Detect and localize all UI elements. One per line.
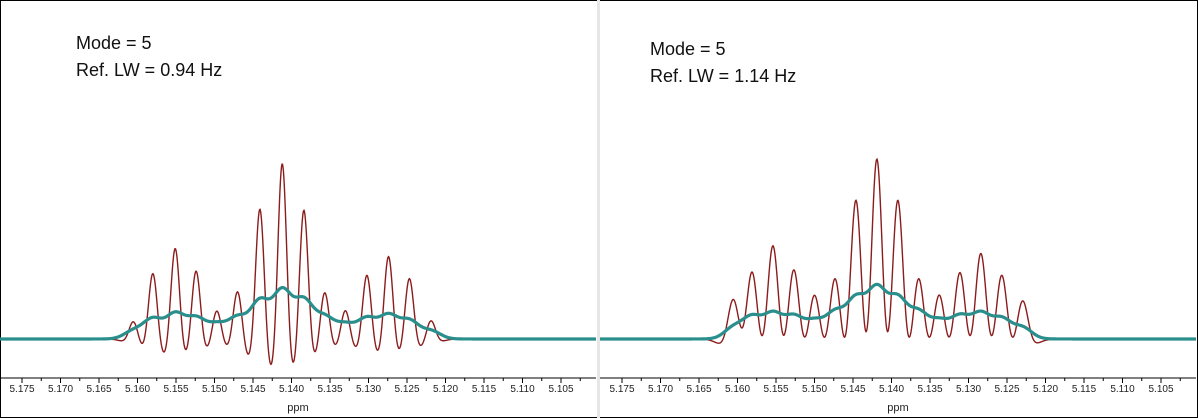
x-tick-label: 5.160 (725, 384, 750, 395)
annotation-right: Mode = 5 Ref. LW = 1.14 Hz (650, 36, 796, 90)
reference-spectrum-line (0, 163, 596, 366)
x-tick-label: 5.145 (840, 384, 865, 395)
x-tick-label: 5.140 (279, 384, 304, 395)
fitted-spectrum-line (600, 282, 1196, 341)
x-tick-label: 5.125 (994, 384, 1019, 395)
spectrum-plot-left: 5.175 5.170 5.165 5.160 5.155 5.150 5.145 5.140… (0, 163, 596, 414)
x-tick-label: 5.160 (125, 384, 150, 395)
x-tick-label: 5.165 (86, 384, 111, 395)
annotation-left: Mode = 5 Ref. LW = 0.94 Hz (76, 30, 222, 84)
x-tick-label: 5.120 (433, 384, 458, 395)
x-tick-label: 5.110 (1110, 384, 1135, 395)
x-tick-label: 5.150 (802, 384, 827, 395)
x-tick-label: 5.115 (1072, 384, 1097, 395)
x-tick-label: 5.145 (240, 384, 265, 395)
ref-lw-label: Ref. LW = 1.14 Hz (650, 66, 797, 86)
mode-label: Mode = 5 (650, 39, 726, 59)
x-tick-label: 5.130 (356, 384, 381, 395)
x-tick-label: 5.130 (956, 384, 981, 395)
x-tick-label: 5.105 (548, 384, 573, 395)
x-tick-label: 5.155 (763, 384, 788, 395)
mode-label: Mode = 5 (76, 33, 152, 53)
spectrum-panel-right: 5.175 5.170 5.165 5.160 5.155 5.150 5.145 5.140… (600, 0, 1196, 418)
x-tick-label: 5.135 (317, 384, 342, 395)
panel-divider (597, 0, 600, 418)
x-tick-label: 5.175 (609, 384, 634, 395)
ref-lw-label: Ref. LW = 0.94 Hz (76, 60, 223, 80)
x-axis-label: ppm (287, 402, 308, 414)
x-tick-label: 5.170 (648, 384, 673, 395)
x-tick-label: 5.155 (163, 384, 188, 395)
x-tick-label: 5.115 (472, 384, 497, 395)
spectrum-plot-right: 5.175 5.170 5.165 5.160 5.155 5.150 5.145 5.140… (600, 157, 1196, 414)
spectrum-panel-left: 5.175 5.170 5.165 5.160 5.155 5.150 5.145 5.140… (0, 0, 596, 418)
reference-spectrum-line (600, 157, 1196, 344)
x-tick-label: 5.165 (686, 384, 711, 395)
x-tick-label: 5.120 (1033, 384, 1058, 395)
x-tick-label: 5.175 (9, 384, 34, 395)
x-tick-label: 5.140 (879, 384, 904, 395)
x-tick-label: 5.170 (48, 384, 73, 395)
x-tick-label: 5.110 (510, 384, 535, 395)
x-axis-label: ppm (887, 402, 908, 414)
x-tick-label: 5.105 (1148, 384, 1173, 395)
fitted-spectrum-line (0, 285, 596, 341)
x-tick-label: 5.135 (917, 384, 942, 395)
x-tick-label: 5.150 (202, 384, 227, 395)
x-tick-label: 5.125 (394, 384, 419, 395)
